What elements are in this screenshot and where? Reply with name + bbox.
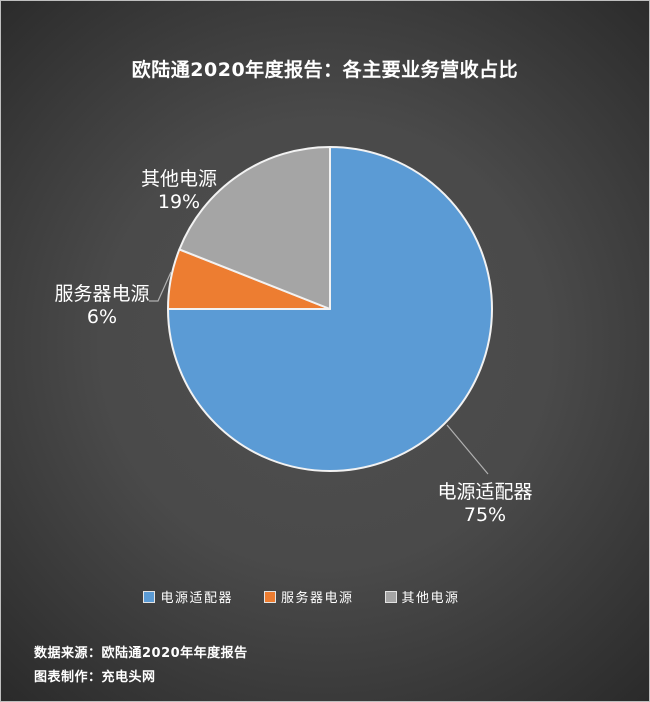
legend: 电源适配器 服务器电源 其他电源	[0, 587, 626, 606]
legend-item: 其他电源	[385, 587, 460, 606]
slice-label-percent: 75%	[463, 504, 507, 526]
legend-item: 服务器电源	[264, 587, 354, 606]
legend-swatch	[264, 591, 275, 602]
slice-label-name: 电源适配器	[437, 481, 533, 503]
slice-label-server-power: 服务器电源 6%	[54, 283, 149, 329]
slice-label-other-power: 其他电源 19%	[141, 168, 217, 214]
slice-label-name: 其他电源	[140, 168, 218, 190]
chart-maker-line: 图表制作：充电头网	[34, 670, 156, 685]
legend-label: 服务器电源	[280, 591, 354, 606]
legend-item: 电源适配器	[144, 587, 233, 606]
slice-label-power-adapter: 电源适配器 75%	[437, 481, 532, 527]
legend-swatch	[144, 591, 155, 602]
legend-swatch	[385, 591, 396, 602]
slice-label-percent: 6%	[86, 306, 118, 328]
slice-label-percent: 19%	[157, 191, 201, 213]
legend-label: 电源适配器	[160, 591, 233, 606]
footer: 数据来源：欧陆通2020年年度报告 图表制作：充电头网	[34, 642, 248, 690]
chart-title: 欧陆通2020年度报告：各主要业务营收占比	[131, 59, 519, 81]
label-leader-line	[446, 424, 489, 475]
label-leader-line	[149, 271, 172, 302]
data-source-line: 数据来源：欧陆通2020年年度报告	[34, 646, 248, 661]
slice-label-name: 服务器电源	[54, 283, 150, 305]
legend-label: 其他电源	[401, 591, 460, 606]
pie-slice	[178, 146, 331, 310]
